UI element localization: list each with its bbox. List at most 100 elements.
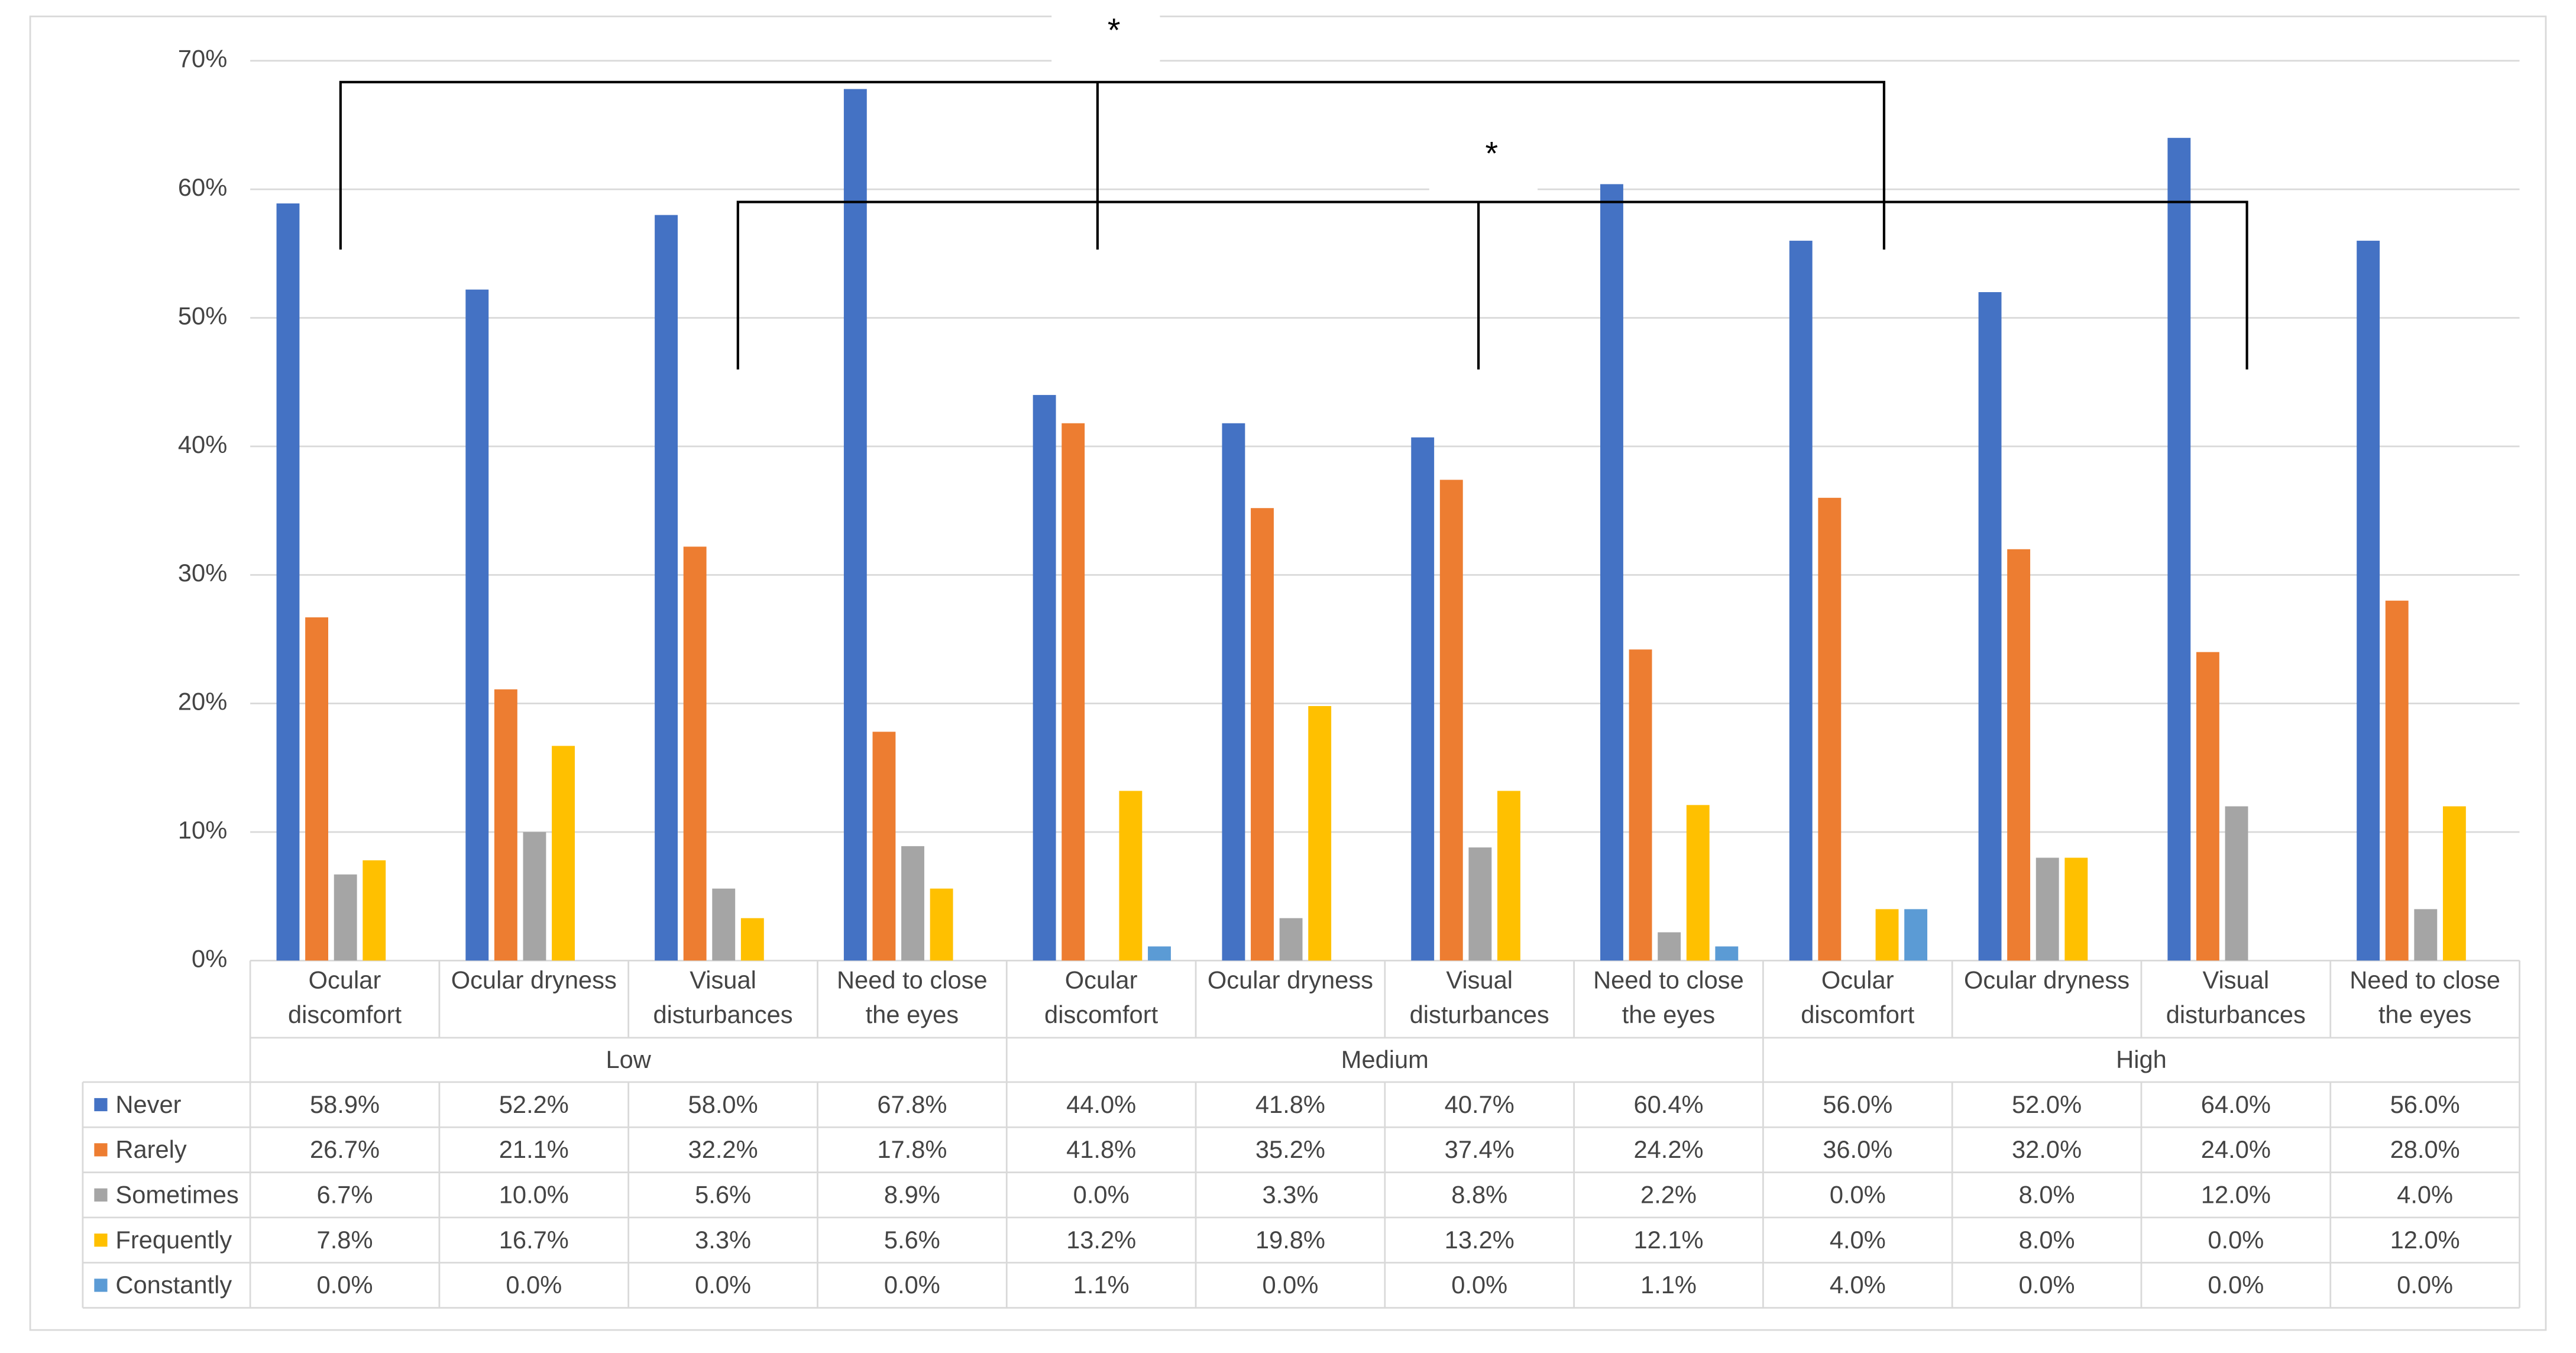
x-tick-label: Ocular discomfort (287, 967, 402, 1030)
bar (523, 831, 546, 961)
legend-label: Rarely (115, 1135, 187, 1163)
y-tick-label: 20% (178, 688, 227, 716)
bar (494, 689, 517, 961)
bar (552, 746, 575, 961)
bar (1251, 508, 1274, 961)
bar (1904, 909, 1928, 961)
table-cell: 19.8% (1255, 1226, 1325, 1254)
bar (1789, 241, 1813, 961)
x-tick-label-box: Ocular discomfort (287, 967, 402, 1030)
bar (334, 874, 357, 961)
group-label: High (2116, 1046, 2167, 1073)
bar (2385, 600, 2409, 961)
bar (1033, 394, 1056, 961)
x-tick-label-box: Visual disturbances (2166, 967, 2306, 1030)
table-cell: 41.8% (1066, 1135, 1136, 1163)
x-tick-label-box: Need to close the eyes (1593, 967, 1744, 1030)
bar (1468, 847, 1492, 961)
y-tick-label: 70% (178, 45, 227, 73)
table-cell: 12.0% (2201, 1181, 2271, 1209)
bar (655, 215, 678, 961)
bar (712, 888, 736, 961)
x-tick-label-box: Need to close the eyes (836, 967, 988, 1030)
bar (2225, 806, 2248, 961)
table-cell: 0.0% (2397, 1271, 2453, 1299)
table-cell: 4.0% (2397, 1181, 2453, 1209)
bar (1629, 649, 1652, 961)
x-tick-label: Need to close the eyes (836, 967, 988, 1030)
table-cell: 13.2% (1445, 1226, 1514, 1254)
bar (1222, 423, 1245, 961)
table-cell: 0.0% (317, 1271, 373, 1299)
bar (843, 89, 867, 961)
legend-label: Constantly (115, 1271, 232, 1299)
legend-swatch (94, 1143, 108, 1157)
table-cell: 0.0% (695, 1271, 751, 1299)
table-cell: 5.6% (884, 1226, 940, 1254)
x-tick-label: Need to close the eyes (2350, 967, 2500, 1030)
bar (1439, 480, 1463, 961)
bar (683, 546, 707, 961)
x-tick-label-box: Ocular dryness (1207, 967, 1373, 995)
annotation: * (1108, 12, 1121, 48)
x-tick-label: Visual disturbances (2166, 967, 2306, 1030)
bar (305, 617, 329, 961)
table-cell: 64.0% (2201, 1090, 2271, 1118)
bar (1978, 292, 2002, 961)
bar (872, 731, 896, 961)
legend-swatch (94, 1233, 108, 1247)
x-tick-label: Ocular discomfort (1044, 967, 1158, 1030)
bar (930, 888, 953, 961)
table-cell: 52.2% (499, 1090, 569, 1118)
bracket (339, 80, 1886, 250)
x-tick-label: Ocular dryness (451, 967, 617, 995)
table-cell: 44.0% (1066, 1090, 1136, 1118)
table-cell: 4.0% (1830, 1226, 1886, 1254)
legend-label: Never (115, 1090, 181, 1118)
bar (2167, 138, 2191, 961)
table-cell: 0.0% (506, 1271, 562, 1299)
table-cell: 26.7% (310, 1135, 380, 1163)
table-cell: 28.0% (2390, 1135, 2460, 1163)
table-cell: 36.0% (1823, 1135, 1892, 1163)
table-cell: 1.1% (1073, 1271, 1130, 1299)
bar (1715, 946, 1739, 961)
table-cell: 6.7% (317, 1181, 373, 1209)
significance-brackets (339, 9, 2248, 370)
group-label: Low (606, 1046, 651, 1073)
x-tick-label-box: Visual disturbances (1410, 967, 1549, 1030)
y-tick-label: 60% (178, 173, 227, 201)
star-background (1051, 9, 1160, 69)
bar (363, 860, 386, 961)
bar (740, 918, 764, 961)
table-cell: 3.3% (695, 1226, 751, 1254)
table-cell: 32.2% (688, 1135, 758, 1163)
table-cell: 10.0% (499, 1181, 569, 1209)
x-tick-label-box: Ocular discomfort (1044, 967, 1158, 1030)
table-cell: 32.0% (2012, 1135, 2082, 1163)
table-cell: 17.8% (877, 1135, 947, 1163)
table-cell: 5.6% (695, 1181, 751, 1209)
legend-swatch (94, 1098, 108, 1112)
y-tick-label: 50% (178, 302, 227, 329)
table-cell: 52.0% (2012, 1090, 2082, 1118)
x-tick-label: Ocular dryness (1207, 967, 1373, 995)
x-tick-label: Ocular dryness (1964, 967, 2130, 995)
bar (1279, 918, 1303, 961)
table-cell: 12.0% (2390, 1226, 2460, 1254)
bar (1658, 932, 1681, 961)
bar (1308, 705, 1332, 961)
bar (465, 289, 489, 961)
grid: 0% 10% 20% 30% 40% 50% 60% 70% (178, 45, 2520, 972)
bar (2196, 652, 2219, 961)
x-tick-label-box: Need to close the eyes (2350, 967, 2500, 1030)
x-tick-label-box: Visual disturbances (653, 967, 793, 1030)
x-tick-label: Visual disturbances (653, 967, 793, 1030)
table-cell: 24.0% (2201, 1135, 2271, 1163)
y-tick-label: 0% (192, 944, 227, 972)
bar (2414, 909, 2438, 961)
table-cell: 24.2% (1633, 1135, 1703, 1163)
bar (901, 846, 924, 961)
table-cell: 0.0% (2208, 1226, 2264, 1254)
group-label: Medium (1341, 1046, 1429, 1073)
